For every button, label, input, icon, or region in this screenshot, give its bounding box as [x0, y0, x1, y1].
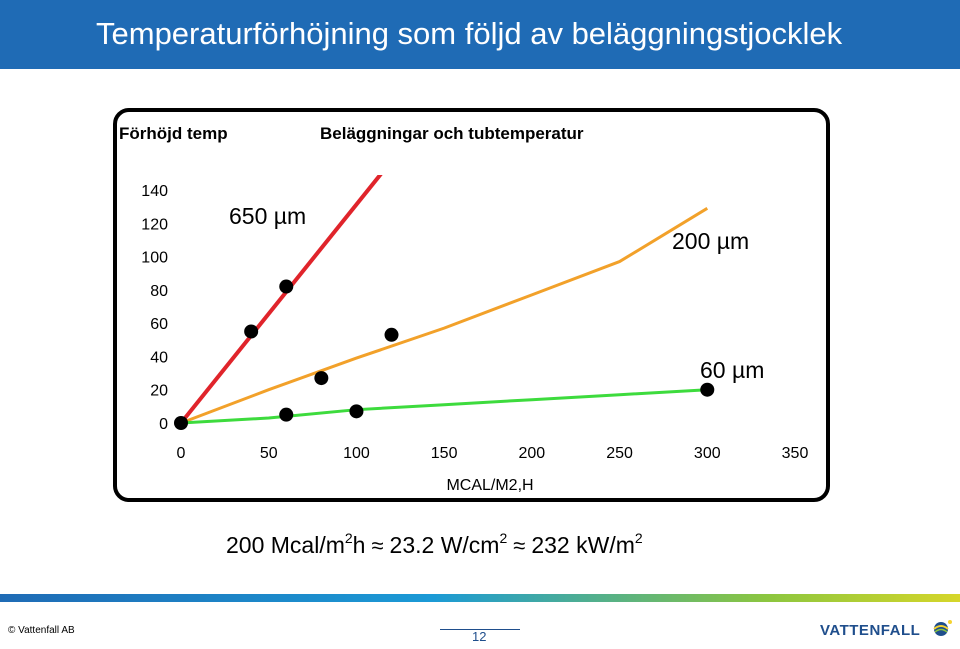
- approx-symbol-1: ≈: [371, 533, 384, 558]
- footer-divider: [440, 629, 520, 630]
- y-tick-label: 80: [150, 283, 168, 300]
- title-bar: Temperaturförhöjning som följd av belägg…: [0, 0, 960, 69]
- series-label-1: 650 µm: [229, 203, 306, 229]
- formula: 200 Mcal/m2h ≈23.2 W/cm2 ≈232 kW/m2: [226, 530, 643, 559]
- formula-part1: 200 Mcal/m: [226, 532, 345, 558]
- x-tick-label: 300: [694, 445, 721, 462]
- formula-sup3: 2: [634, 530, 643, 546]
- data-point: [314, 371, 329, 386]
- x-tick-label: 350: [782, 445, 809, 462]
- y-tick-label: 20: [150, 383, 168, 400]
- x-tick-label: 50: [260, 445, 278, 462]
- footer-copyright: © Vattenfall AB: [8, 625, 75, 636]
- sun-logo-icon: [933, 620, 952, 636]
- approx-symbol-2: ≈: [513, 533, 526, 558]
- y-tick-label: 40: [150, 349, 168, 366]
- formula-part4: 232 kW/m: [531, 532, 635, 558]
- footer-stripe: [0, 594, 960, 602]
- y-axis-title: Förhöjd temp: [119, 124, 228, 143]
- chart-frame: [113, 108, 830, 502]
- formula-part2: h: [352, 532, 366, 558]
- data-point: [349, 404, 364, 419]
- series-line-3: [180, 388, 708, 425]
- data-point: [279, 279, 294, 294]
- series-label-2: 200 µm: [672, 228, 749, 254]
- formula-sup2: 2: [499, 530, 508, 546]
- chart-title: Beläggningar och tubtemperatur: [320, 124, 584, 143]
- formula-sup1: 2: [344, 530, 353, 546]
- x-tick-label: 100: [343, 445, 370, 462]
- vattenfall-logo: VATTENFALL: [820, 618, 954, 640]
- slide-title: Temperaturförhöjning som följd av belägg…: [96, 16, 843, 51]
- data-point: [174, 416, 188, 430]
- data-point: [279, 407, 294, 422]
- formula-part3: 23.2 W/cm: [389, 532, 500, 558]
- series-line-1: [179, 175, 383, 425]
- y-tick-label: 100: [141, 250, 168, 267]
- y-tick-label: 120: [141, 216, 168, 233]
- x-tick-label: 250: [606, 445, 633, 462]
- data-point: [700, 382, 715, 397]
- data-point: [244, 324, 259, 339]
- series-label-3: 60 µm: [700, 357, 764, 383]
- series-line-2: [180, 207, 709, 425]
- page-number: 12: [472, 629, 487, 644]
- y-tick-label: 60: [150, 316, 168, 333]
- logo-text: VATTENFALL: [820, 622, 921, 639]
- data-point: [384, 327, 399, 342]
- x-tick-label: 0: [177, 445, 186, 462]
- x-tick-label: 150: [431, 445, 458, 462]
- x-tick-label: 200: [519, 445, 546, 462]
- x-axis-title: MCAL/M2,H: [446, 477, 533, 494]
- y-tick-label: 0: [159, 416, 168, 433]
- y-tick-label: 140: [141, 183, 168, 200]
